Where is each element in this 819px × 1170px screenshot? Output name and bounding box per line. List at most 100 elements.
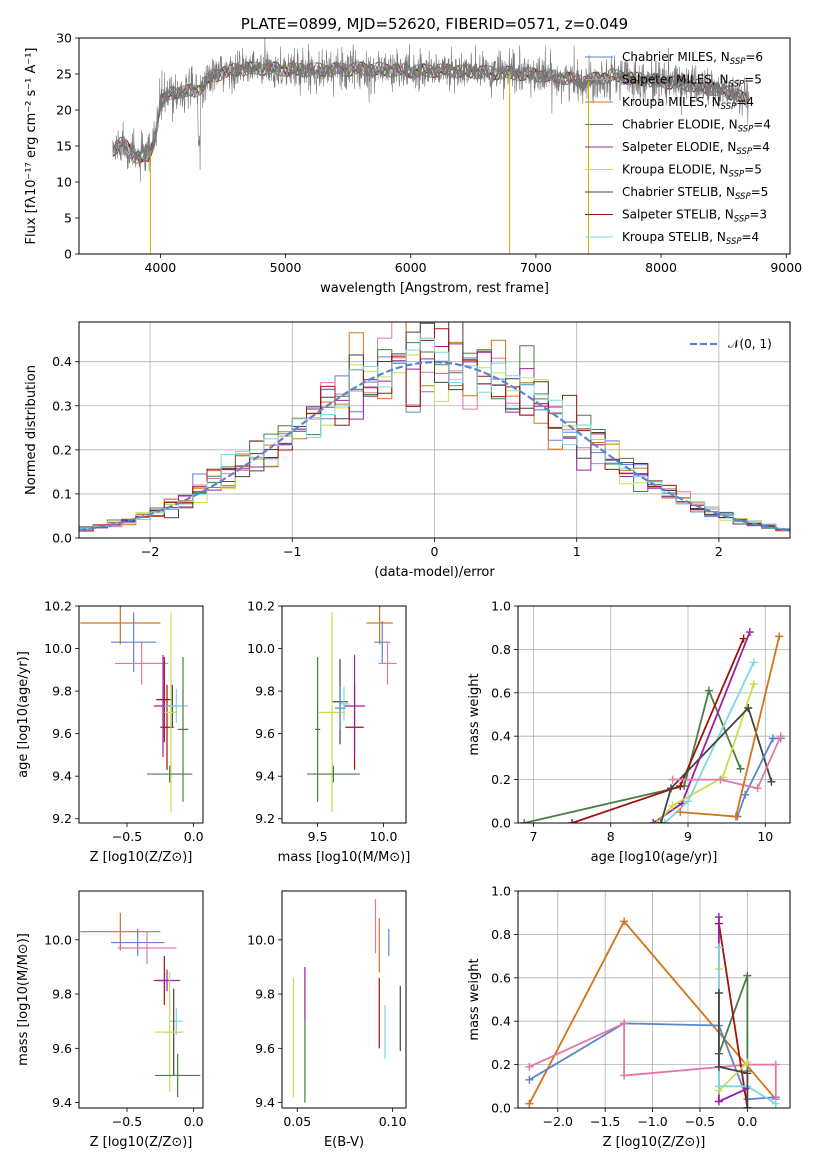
mass-weight-marker: [714, 1062, 723, 1071]
legend-entry-label: Salpeter MILES, NSSP=5: [622, 73, 762, 90]
y-tick-label: 15: [56, 139, 72, 154]
y-tick-label: 20: [56, 103, 72, 118]
mass-weight-marker: [714, 913, 723, 922]
errorbar-point: [366, 606, 393, 645]
mass-weight-marker: [668, 775, 677, 784]
mass-weight-marker: [776, 732, 785, 741]
y-tick-label: 10.2: [44, 599, 72, 614]
errorbar-point: [111, 612, 157, 672]
x-tick-label: 0.0: [184, 829, 204, 844]
mass-weight-marker: [714, 988, 723, 997]
mass-weight-marker: [684, 797, 692, 806]
x-axis-label: E(B-V): [324, 1135, 364, 1150]
y-axis-label: mass weight: [467, 673, 482, 755]
x-tick-label: −1.0: [637, 1114, 667, 1129]
y-tick-label: 10.2: [247, 599, 275, 614]
mass-weight-marker: [667, 784, 675, 793]
y-tick-label: 10.0: [44, 641, 72, 656]
y-tick-label: 9.8: [255, 684, 275, 699]
y-axis-label: mass weight: [467, 958, 482, 1040]
errorbar-point: [153, 969, 181, 992]
mass-weight-marker: [649, 819, 658, 823]
y-tick-label: 25: [56, 67, 72, 82]
x-tick-label: 9.5: [308, 829, 328, 844]
axes-age-vs-mass: 9.5 10.0 9.2 9.4 9.6 9.8 10.0 10.2 mass [log10(M…: [247, 599, 410, 866]
mass-weight-marker: [520, 819, 529, 823]
y-tick-label: 5: [64, 211, 72, 226]
x-axis-label: wavelength [Angstrom, rest frame]: [320, 281, 549, 296]
histogram-step-line: [79, 328, 790, 532]
mass-weight-marker: [676, 808, 685, 817]
legend-entry-label: Kroupa STELIB, NSSP=4: [622, 230, 759, 247]
mass-weight-line: [718, 917, 748, 1103]
y-tick-label: 0.4: [52, 354, 72, 369]
mass-weight-marker: [753, 784, 762, 793]
mass-weight-marker: [704, 686, 713, 695]
y-tick-label: 0: [64, 247, 72, 262]
x-tick-label: −2: [141, 544, 159, 559]
x-axis-label: mass [log10(M/M⊙)]: [278, 850, 411, 865]
x-tick-label: 7: [529, 829, 537, 844]
x-tick-label: 0.10: [379, 1114, 407, 1129]
y-tick-label: 0.2: [491, 772, 511, 787]
mass-weight-marker: [525, 1075, 534, 1084]
y-tick-label: 0.3: [52, 398, 72, 413]
axes-mass-vs-EBV: 0.05 0.10 9.4 9.6 9.8 10.0 E(B-V): [247, 890, 407, 1150]
axes-frame: [78, 321, 791, 539]
x-tick-label: 0.05: [283, 1114, 311, 1129]
y-tick-label: 9.8: [255, 987, 275, 1002]
axes-age-vs-Z: −0.5 0.0 9.2 9.4 9.6 9.8 10.0 10.2 Z [log10(Z/Z⊙…: [16, 599, 204, 866]
mass-weight-marker: [620, 1019, 629, 1028]
errorbar-point: [334, 686, 346, 730]
mass-weight-marker: [568, 819, 577, 823]
mass-weight-marker: [749, 658, 758, 667]
y-axis-label: Normed distribution: [24, 365, 39, 495]
y-tick-label: 9.4: [52, 1095, 72, 1110]
legend-entry-label: Salpeter ELODIE, NSSP=4: [622, 140, 770, 157]
mass-weight-marker: [660, 819, 669, 823]
mass-weight-marker: [743, 1104, 752, 1108]
x-axis-label: (data-model)/error: [374, 565, 495, 580]
mass-weight-marker: [767, 777, 776, 786]
errorbar-point: [318, 612, 346, 813]
x-tick-label: 8: [607, 829, 615, 844]
errorbar-point: [80, 606, 161, 645]
mass-weight-marker: [676, 782, 685, 791]
x-tick-label: 5000: [270, 260, 302, 275]
errorbar-point: [307, 765, 360, 783]
axes-spectrum: 4000 5000 6000 7000 8000 9000 0 5 10 15 20 25 30 wave…: [24, 15, 802, 296]
legend-entry-label: Chabrier ELODIE, NSSP=4: [622, 118, 771, 135]
errorbar-point: [80, 912, 161, 951]
y-tick-label: 0.4: [491, 1014, 511, 1029]
errorbar-point: [164, 688, 189, 724]
y-axis-label: Flux [fλ10⁻¹⁷ erg cm⁻² s⁻¹ A⁻¹]: [24, 48, 39, 245]
errorbar-point: [378, 642, 397, 685]
mass-weight-marker: [731, 812, 740, 821]
y-tick-label: 10.0: [44, 932, 72, 947]
axes-frame: [281, 605, 407, 824]
y-tick-label: 0.8: [491, 642, 511, 657]
y-tick-label: 10: [56, 175, 72, 190]
mass-weight-marker: [744, 703, 753, 712]
x-tick-label: 0: [431, 544, 439, 559]
x-tick-label: 8000: [645, 260, 677, 275]
y-tick-label: 10.0: [247, 932, 275, 947]
errorbar-point: [314, 657, 321, 802]
mass-weight-line: [652, 631, 751, 823]
x-axis-label: Z [log10(Z/Z⊙)]: [90, 850, 193, 865]
y-tick-label: 30: [56, 31, 72, 46]
errorbar-point: [117, 931, 177, 965]
y-tick-label: 0.0: [52, 531, 72, 546]
mass-weight-line: [672, 735, 782, 790]
x-tick-label: −0.5: [112, 829, 142, 844]
axes-mass-weight-vs-age: 7 8 9 10 0.0 0.2 0.4 0.6 0.8 1.0 age [log10(age/yr…: [467, 599, 791, 865]
mass-weight-line: [718, 993, 749, 1108]
axes-frame: [517, 605, 791, 824]
y-axis-label: age [log10(age/yr)]: [16, 651, 31, 778]
mass-weight-marker: [775, 632, 784, 641]
mass-weight-marker: [653, 819, 662, 823]
y-tick-label: 9.6: [52, 726, 72, 741]
y-tick-label: 9.8: [52, 987, 72, 1002]
mass-weight-marker: [771, 1060, 780, 1069]
mass-weight-marker: [745, 628, 754, 637]
